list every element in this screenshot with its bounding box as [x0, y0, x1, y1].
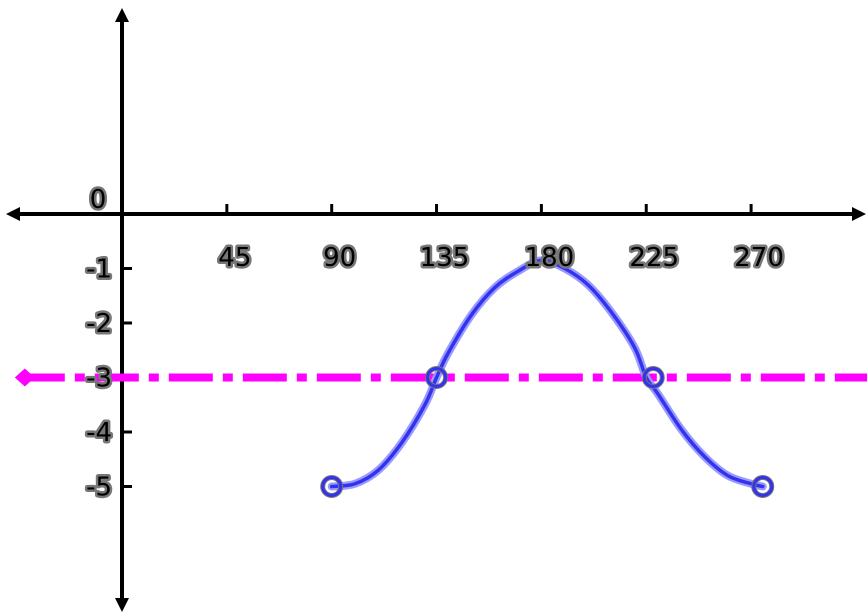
x-tick-label: 225 — [629, 243, 679, 273]
y-axis-bottom-arrow — [115, 598, 129, 612]
point-marker — [426, 367, 448, 388]
x-tick-label-outline: 0 — [90, 185, 107, 215]
y-tick-label: -2 — [86, 309, 112, 339]
x-tick-label: 90 — [323, 243, 356, 273]
y-tick-label: -1 — [86, 255, 112, 285]
x-tick-label-outline: 90 — [323, 243, 356, 273]
x-tick-label: 0 — [90, 185, 107, 215]
axes — [6, 8, 866, 612]
y-tick-label-outline: -2 — [86, 309, 112, 339]
lines — [14, 256, 867, 498]
x-axis-left-arrow — [6, 207, 20, 221]
y-tick-label-outline: -4 — [86, 418, 112, 448]
y-tick-label: -5 — [86, 473, 112, 503]
x-tick-label-outline: 180 — [525, 243, 575, 273]
y-axis-top-arrow — [115, 8, 129, 22]
y-tick-label: -3 — [86, 364, 112, 394]
line-endpoint-left — [14, 368, 35, 387]
x-tick-label: 270 — [734, 243, 784, 273]
cosine-curve — [329, 258, 765, 489]
point-marker — [642, 367, 664, 388]
point-marker — [752, 476, 774, 497]
x-tick-label-outline: 135 — [420, 243, 470, 273]
point-marker — [321, 476, 343, 497]
x-axis-right-arrow — [852, 207, 866, 221]
x-tick-label: 180 — [525, 243, 575, 273]
y-tick-label-outline: -1 — [86, 255, 112, 285]
x-tick-label: 45 — [218, 243, 251, 273]
x-tick-label: 135 — [420, 243, 470, 273]
x-tick-label-outline: 225 — [629, 243, 679, 273]
y-tick-label-outline: -3 — [86, 364, 112, 394]
x-tick-label-outline: 270 — [734, 243, 784, 273]
x-tick-label-outline: 45 — [218, 243, 251, 273]
y-tick-label: -4 — [86, 418, 112, 448]
y-tick-label-outline: -5 — [86, 473, 112, 503]
